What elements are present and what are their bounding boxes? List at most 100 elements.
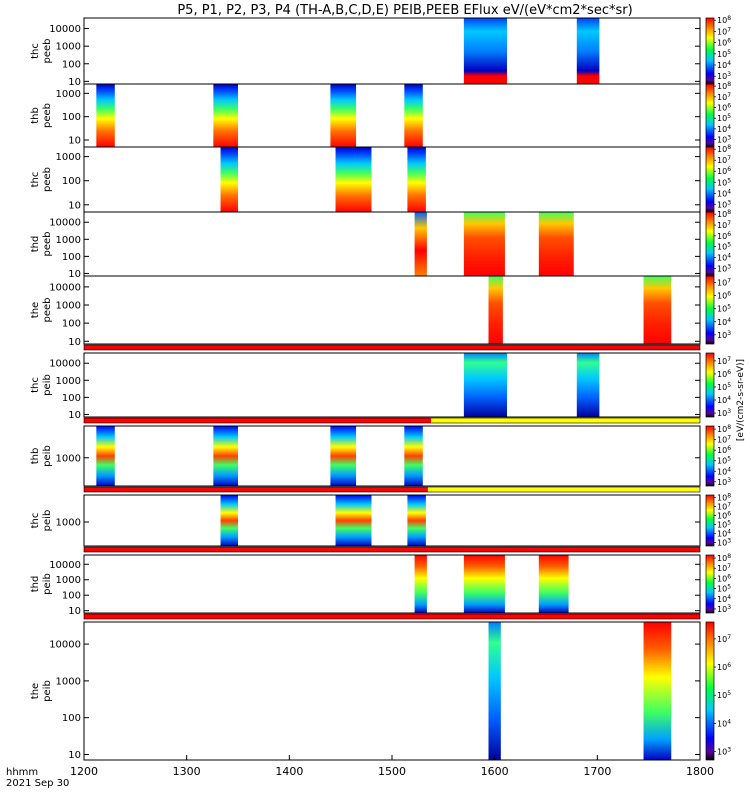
- status-bar-frame: [83, 546, 701, 553]
- panel-frame: [83, 211, 701, 277]
- colorbar-tick-label: 107: [717, 501, 731, 512]
- y-axis-product-label: peeb: [42, 103, 53, 128]
- x-tick-label: 1200: [70, 765, 98, 778]
- y-tick-label: 1000: [56, 376, 81, 387]
- y-tick-label: 100: [62, 319, 81, 330]
- status-bar-frame: [83, 344, 701, 351]
- y-tick-label: 10: [68, 750, 81, 761]
- colorbar-tick-label: 103: [717, 476, 731, 487]
- y-axis-product-label: peib: [42, 573, 53, 595]
- colorbar-tick-label: 107: [717, 633, 731, 644]
- colorbar-tick-label: 106: [717, 290, 731, 301]
- data-block: [538, 212, 574, 276]
- colorbar-tick-label: 108: [717, 15, 731, 26]
- x-tick-label: 1600: [481, 765, 509, 778]
- colorbar-tick-label: 107: [717, 26, 731, 37]
- colorbar-tick-label: 106: [717, 573, 731, 584]
- status-bar-segment: [431, 418, 700, 423]
- panel-6: 10000 1000 100 10 thc peib 107 106 105 104 103: [30, 344, 731, 421]
- data-block: [538, 555, 569, 613]
- data-block: [407, 495, 426, 546]
- status-bar-segment: [427, 487, 700, 492]
- y-tick-label: 1000: [56, 89, 81, 100]
- data-block: [330, 426, 357, 486]
- y-axis-probe-label: thb: [30, 448, 41, 465]
- data-block: [404, 426, 423, 486]
- data-block: [404, 84, 423, 147]
- colorbar-tick-label: 107: [717, 434, 731, 445]
- colorbar-tick-label: 106: [717, 510, 731, 521]
- colorbar-tick-label: 104: [717, 593, 731, 604]
- y-axis-probe-label: thc: [30, 377, 41, 393]
- colorbar-tick-label: 107: [717, 277, 731, 288]
- colorbar: [705, 275, 715, 345]
- colorbar-tick-label: 108: [717, 144, 731, 155]
- y-tick-label: 100: [62, 393, 81, 404]
- colorbar-tick-label: 103: [717, 537, 731, 548]
- y-axis-probe-label: the: [30, 683, 41, 699]
- colorbar: [705, 494, 715, 547]
- y-tick-label: 1000: [56, 235, 81, 246]
- colorbar-tick-label: 105: [717, 303, 731, 314]
- chart-title: P5, P1, P2, P3, P4 (TH-A,B,C,D,E) PEIB,P…: [177, 3, 632, 18]
- y-axis-product-label: peeb: [42, 232, 53, 257]
- colorbar-tick-label: 107: [717, 155, 731, 166]
- colorbar-tick-label: 108: [717, 553, 731, 564]
- colorbar-tick-label: 103: [717, 603, 731, 614]
- y-tick-label: 10: [68, 77, 81, 88]
- y-tick-label: 10000: [49, 560, 81, 571]
- y-tick-label: 10000: [49, 282, 81, 293]
- y-tick-label: 1000: [56, 676, 81, 687]
- status-bar-segment: [84, 487, 428, 492]
- colorbar-tick-label: 105: [717, 690, 731, 701]
- y-tick-label: 1000: [56, 42, 81, 53]
- data-block: [643, 622, 672, 760]
- colorbar-tick-label: 104: [717, 188, 731, 199]
- colorbar-units-label: [eV/(cm2-s-sr-eV)]: [736, 359, 746, 441]
- colorbar-tick-label: 104: [717, 528, 731, 539]
- status-bar-frame: [83, 613, 701, 620]
- colorbar-tick-label: 106: [717, 102, 731, 113]
- colorbar-tick-label: 105: [717, 241, 731, 252]
- colorbar-tick-label: 104: [717, 252, 731, 263]
- colorbar-tick-label: 106: [717, 368, 731, 379]
- colorbar: [705, 554, 715, 614]
- data-block: [213, 84, 238, 147]
- y-axis-product-label: peeb: [42, 39, 53, 64]
- panel-frame: [83, 425, 701, 487]
- y-tick-label: 1000: [56, 575, 81, 586]
- y-axis-product-label: peib: [42, 510, 53, 532]
- colorbar-tick-label: 103: [717, 408, 731, 419]
- colorbar-tick-label: 105: [717, 113, 731, 124]
- y-tick-label: 10000: [49, 24, 81, 35]
- y-tick-label: 10: [68, 200, 81, 211]
- panel-frame: [83, 17, 701, 85]
- x-tick-label: 1300: [173, 765, 201, 778]
- colorbar: [705, 352, 715, 418]
- data-block: [463, 18, 507, 84]
- colorbar-tick-label: 105: [717, 381, 731, 392]
- colorbar-tick-label: 106: [717, 662, 731, 673]
- colorbar-tick-label: 106: [717, 37, 731, 48]
- colorbar-tick-label: 104: [717, 59, 731, 70]
- x-tick-label: 1700: [583, 765, 611, 778]
- colorbar-tick-label: 107: [717, 91, 731, 102]
- colorbar-tick-label: 107: [717, 355, 731, 366]
- colorbar: [705, 83, 715, 148]
- y-tick-label: 1000: [56, 152, 81, 163]
- x-tick-label: 1400: [275, 765, 303, 778]
- colorbar-tick-label: 103: [717, 199, 731, 210]
- colorbar-tick-label: 103: [717, 71, 731, 82]
- colorbar-tick-label: 103: [717, 329, 731, 340]
- y-tick-label: 100: [62, 176, 81, 187]
- y-axis-probe-label: thc: [30, 513, 41, 529]
- y-axis-product-label: peib: [42, 680, 53, 702]
- data-block: [335, 495, 372, 546]
